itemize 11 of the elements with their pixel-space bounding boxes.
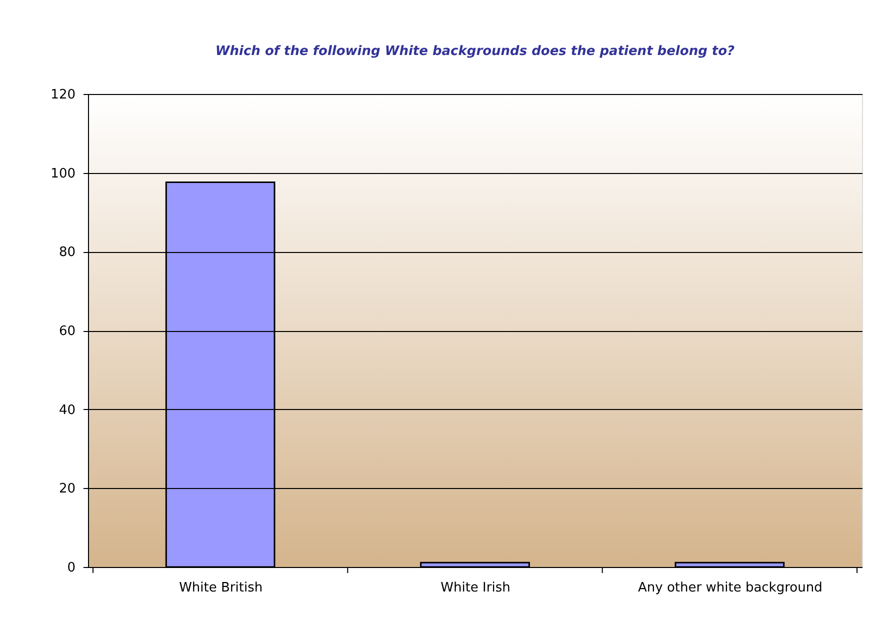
x-tick-label: White British [179, 580, 263, 596]
chart-title: Which of the following White backgrounds does the patient belong to? [215, 44, 736, 59]
x-tick-label: Any other white background [638, 580, 822, 596]
y-tick-label: 120 [50, 88, 76, 102]
y-tick-label: 20 [58, 482, 76, 497]
y-tick-label: 80 [58, 245, 76, 260]
y-tick-label: 40 [58, 402, 76, 418]
y-tick-label: 0 [67, 560, 76, 576]
y-tick-label: 60 [58, 324, 76, 339]
x-tick-label: White Irish [440, 580, 510, 596]
y-tick-label: 100 [50, 166, 76, 182]
